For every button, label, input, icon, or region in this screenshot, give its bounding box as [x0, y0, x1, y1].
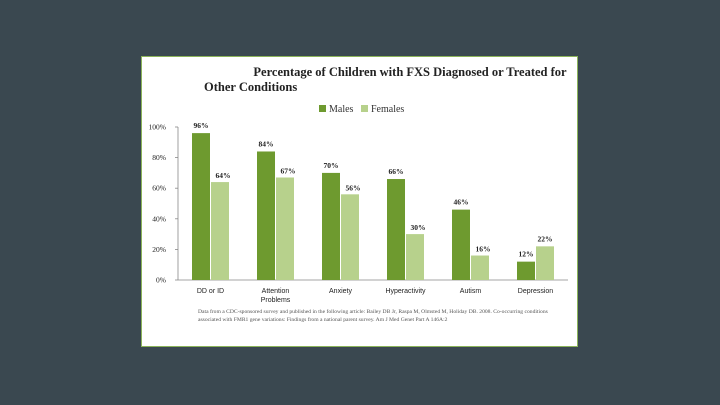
x-category-label: Hyperactivity	[385, 288, 426, 295]
y-tick-label: 60%	[152, 184, 166, 193]
y-tick-label: 40%	[152, 214, 166, 223]
chart-title-line2: Other Conditions	[204, 80, 297, 94]
data-label-females-2: 56%	[346, 183, 361, 192]
y-tick-label: 100%	[149, 123, 167, 132]
bar-males-1	[257, 151, 275, 280]
legend: Males Females	[319, 104, 404, 115]
bar-females-1	[276, 177, 294, 280]
data-labels: 96% 64% 84% 67% 70% 56% 66% 30% 46% 16% 12% 22%	[194, 121, 553, 259]
data-label-males-4: 46%	[454, 198, 469, 207]
x-category-label: Problems	[261, 297, 291, 304]
bar-males-5	[517, 261, 535, 280]
data-label-males-2: 70%	[324, 161, 339, 170]
bar-females-2	[341, 194, 359, 280]
legend-label-males: Males	[329, 104, 354, 115]
x-category-label: DD or ID	[197, 288, 224, 295]
legend-swatch-males	[319, 105, 326, 112]
y-tick-label: 0%	[156, 276, 166, 285]
data-label-males-0: 96%	[194, 121, 209, 130]
x-category-label: Attention	[262, 288, 290, 295]
y-tick-label: 80%	[152, 153, 166, 162]
data-label-males-3: 66%	[389, 167, 404, 176]
data-label-males-5: 12%	[519, 250, 534, 259]
legend-swatch-females	[361, 105, 368, 112]
y-tick-label: 20%	[152, 245, 166, 254]
bar-males-4	[452, 209, 470, 280]
bar-females-4	[471, 255, 489, 280]
bar-females-5	[536, 246, 554, 280]
x-category-label: Anxiety	[329, 288, 352, 295]
bar-males-2	[322, 172, 340, 280]
x-category-label: Autism	[460, 288, 482, 295]
source-footnote: Data from a CDC-sponsored survey and pub…	[198, 309, 548, 323]
bar-females-3	[406, 234, 424, 280]
data-label-females-5: 22%	[538, 234, 553, 243]
data-label-females-0: 64%	[216, 171, 231, 180]
data-label-females-1: 67%	[281, 166, 296, 175]
bar-males-0	[192, 133, 210, 280]
x-category-label: Depression	[518, 288, 554, 295]
bar-males-3	[387, 179, 405, 280]
chart-title-line1: Percentage of Children with FXS Diagnose…	[253, 65, 567, 79]
bars	[192, 133, 554, 280]
data-label-females-4: 16%	[476, 245, 491, 254]
data-label-females-3: 30%	[411, 223, 426, 232]
data-label-males-1: 84%	[259, 139, 274, 148]
bar-females-0	[211, 182, 229, 280]
axes: 0% 20% 40% 60% 80% 100% DD or ID Attention Probl…	[149, 123, 568, 304]
legend-label-females: Females	[371, 104, 404, 115]
